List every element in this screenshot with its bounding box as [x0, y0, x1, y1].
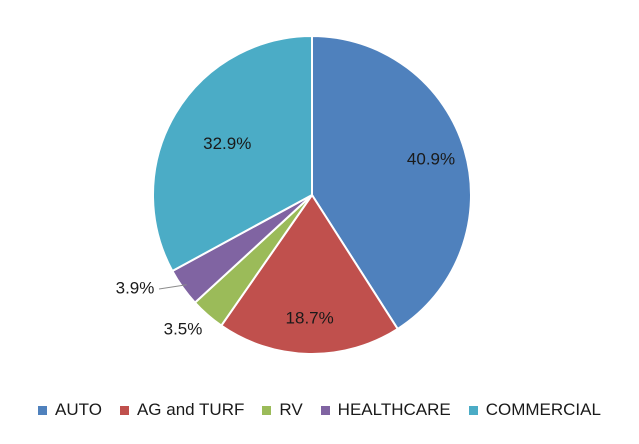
legend-item-healthcare: HEALTHCARE [320, 400, 451, 420]
pie-slices [152, 34, 472, 355]
legend-label-healthcare: HEALTHCARE [337, 400, 451, 419]
leader-line-healthcare [158, 284, 187, 290]
legend-label-commercial: COMMERCIAL [485, 400, 601, 419]
pie-slice-commercial [152, 34, 313, 273]
legend-swatch-auto [38, 405, 48, 415]
legend-label-ag-and-turf: AG and TURF [136, 400, 245, 419]
data-labels: 40.9% 18.7% 3.5% 3.9% 32.9% [116, 134, 456, 338]
legend-label-rv: RV [279, 400, 303, 419]
leader-lines [158, 284, 187, 290]
data-label-ag-and-turf: 18.7% [286, 308, 334, 327]
data-label-healthcare: 3.9% [116, 278, 155, 297]
legend-label-auto: AUTO [55, 400, 102, 419]
legend: AUTO AG and TURF RV HEALTHCARE COMMERCIA… [0, 400, 639, 420]
legend-item-commercial: COMMERCIAL [468, 400, 601, 420]
data-label-auto: 40.9% [407, 150, 455, 169]
data-label-commercial: 32.9% [203, 134, 251, 153]
legend-swatch-commercial [468, 405, 478, 415]
legend-item-ag-and-turf: AG and TURF [119, 400, 245, 420]
pie-slice-ag-and-turf [219, 193, 400, 355]
pie-chart: 40.9% 18.7% 3.5% 3.9% 32.9% [116, 34, 472, 355]
data-label-rv: 3.5% [164, 319, 203, 338]
legend-swatch-ag-and-turf [119, 405, 129, 415]
legend-item-rv: RV [262, 400, 303, 420]
legend-item-auto: AUTO [38, 400, 102, 420]
legend-swatch-rv [262, 405, 272, 415]
legend-swatch-healthcare [320, 405, 330, 415]
